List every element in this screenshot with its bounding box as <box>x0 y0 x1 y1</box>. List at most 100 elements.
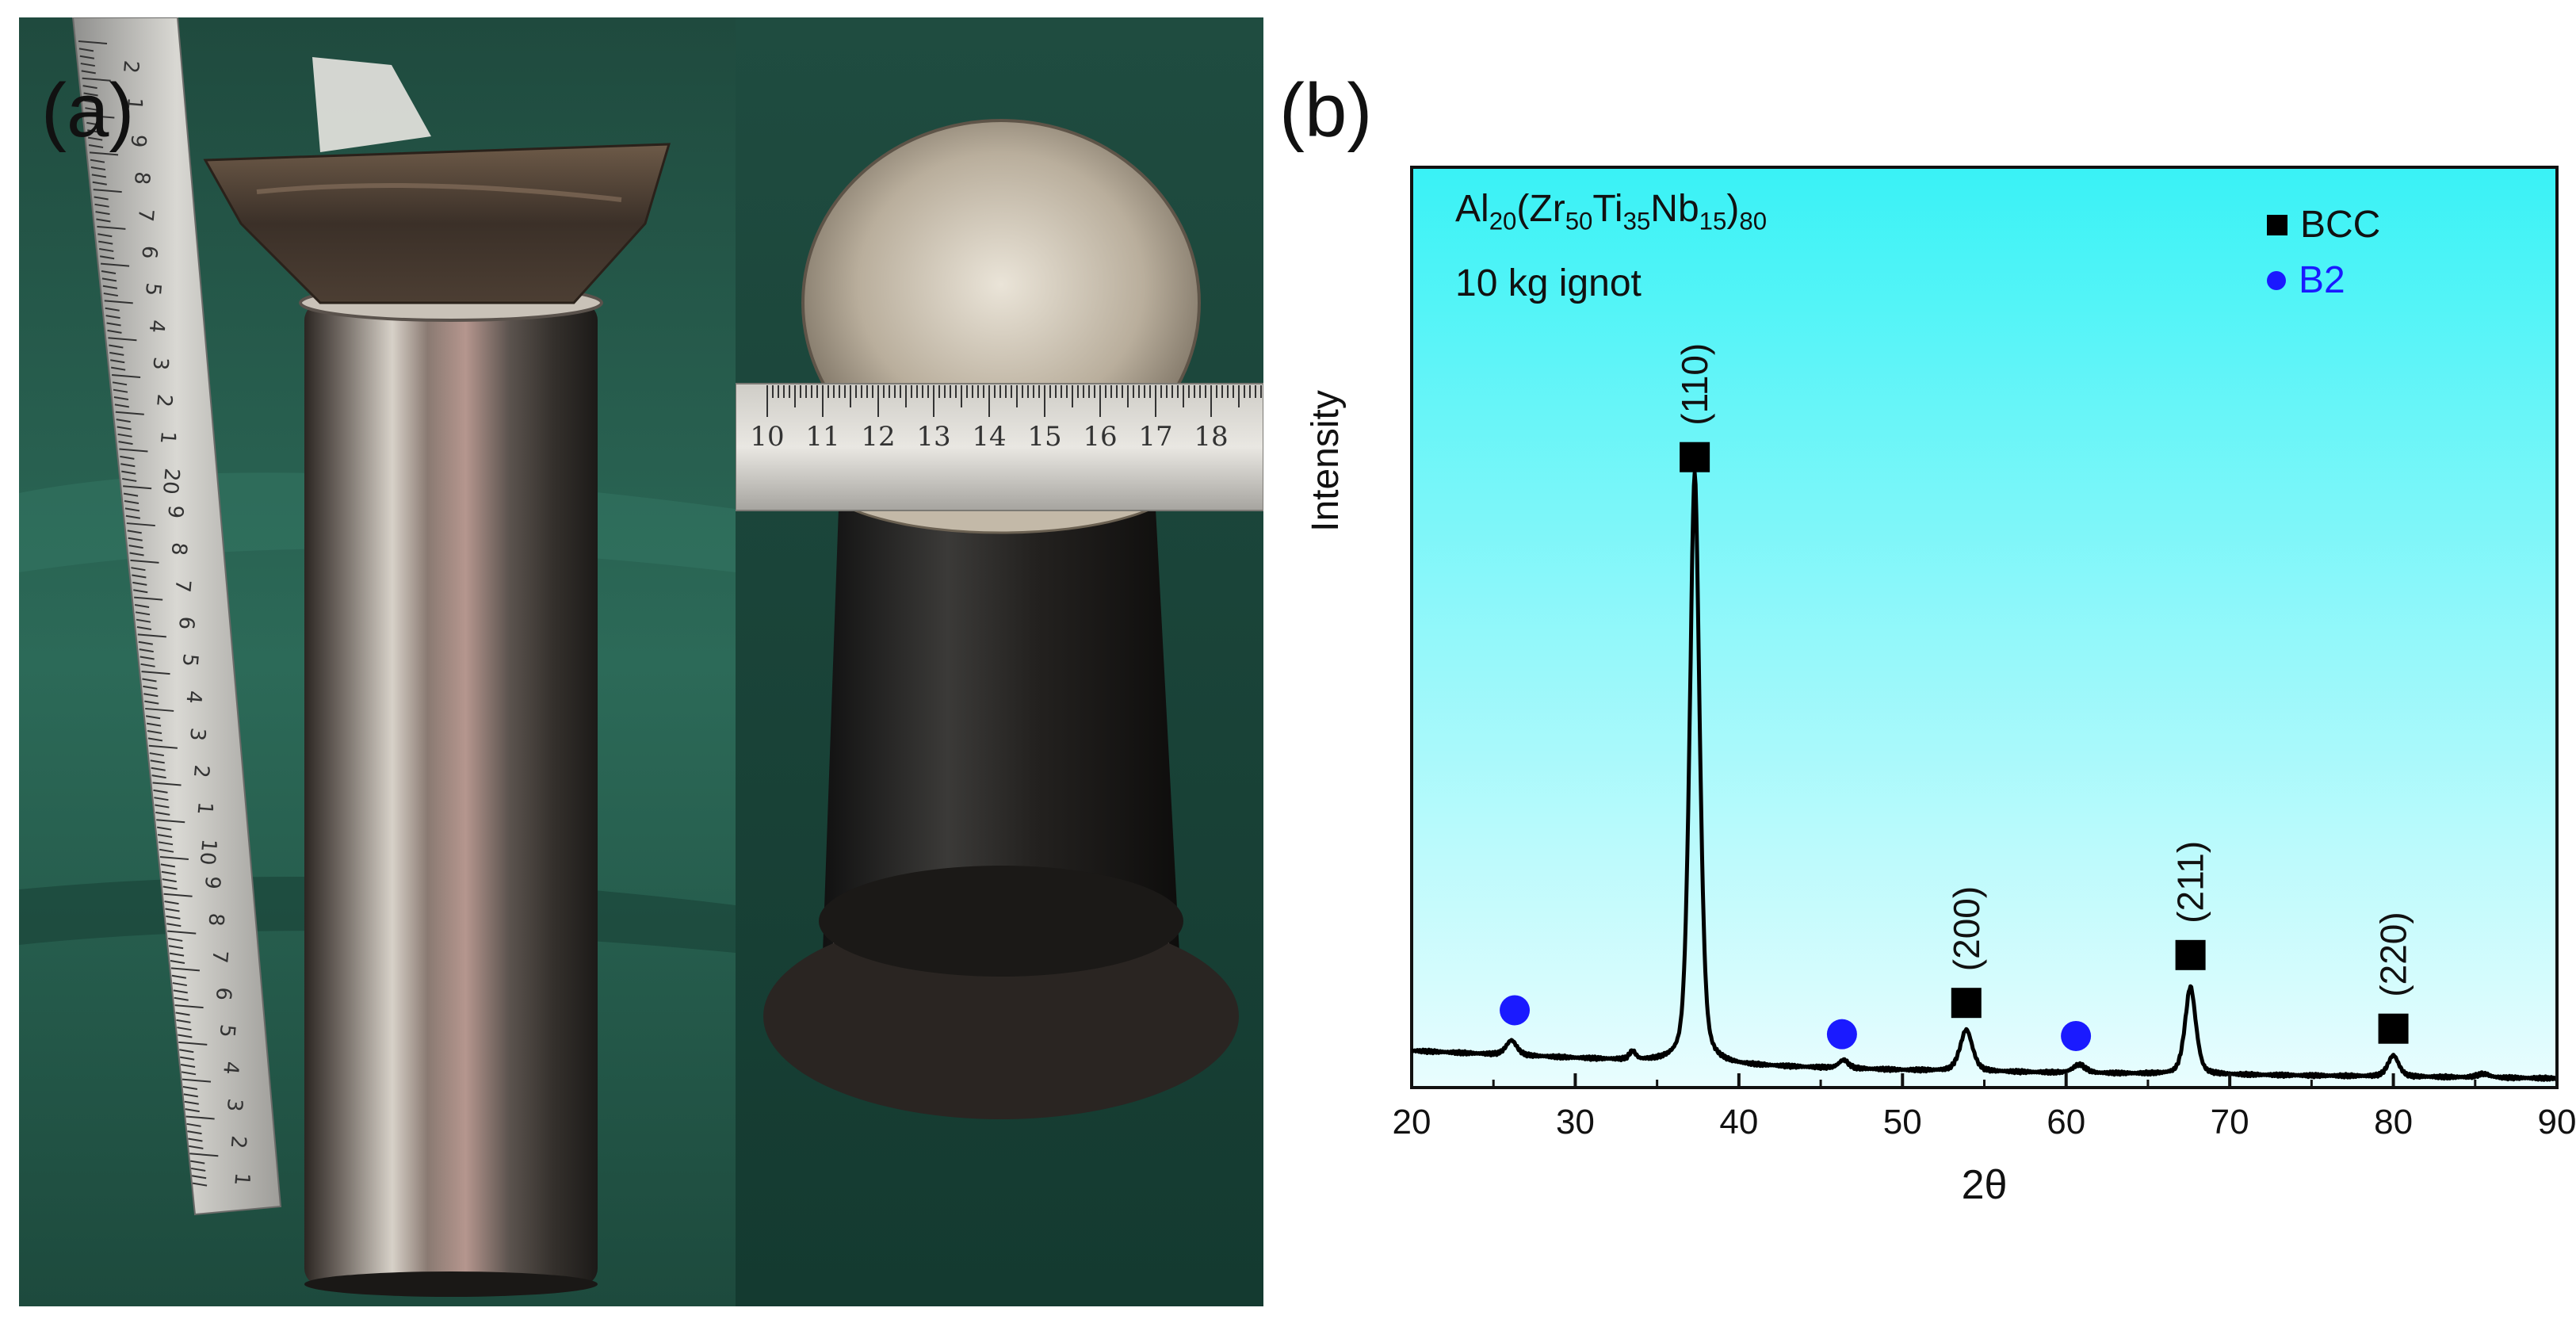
ruler-tick <box>123 492 139 497</box>
square-marker-icon <box>2267 214 2287 235</box>
ruler-label: 20 <box>158 467 184 495</box>
ruler-tick <box>117 433 132 438</box>
title-sub: 80 <box>1739 207 1768 235</box>
ruler-tick <box>122 477 137 482</box>
hkl-label: (211) <box>2170 841 2211 923</box>
ruler-tick <box>78 40 108 44</box>
x-axis: 20 30 40 50 60 70 80 90 <box>1393 1073 2576 1141</box>
title-part: (Zr <box>1516 188 1565 230</box>
ruler-tick <box>78 48 94 52</box>
ruler-label: 7 <box>207 949 231 964</box>
ruler-tick <box>167 930 197 935</box>
ruler-tick <box>175 1011 190 1016</box>
ruler-tick <box>124 500 140 504</box>
ruler-tick <box>126 522 155 527</box>
ruler-label: 9 <box>162 504 187 519</box>
ruler-tick <box>163 893 193 897</box>
ruler-tick <box>94 203 109 208</box>
ruler-tick <box>160 863 176 868</box>
ruler-tick <box>96 218 111 223</box>
ruler-label: 6 <box>174 615 198 630</box>
ruler-tick <box>116 419 131 423</box>
bcc-square-marker <box>2378 1013 2409 1044</box>
ruler-tick <box>103 293 118 297</box>
ruler-tick <box>100 262 130 267</box>
ruler-tick <box>124 507 140 512</box>
ruler-tick <box>147 737 163 742</box>
ruler-tick <box>178 1034 193 1038</box>
ruler-tick <box>164 900 179 905</box>
ruler-tick <box>159 856 189 861</box>
ruler-tick <box>136 626 152 631</box>
ruler-label: 3 <box>185 727 209 742</box>
ruler-tick <box>143 685 158 690</box>
ruler-tick <box>92 181 107 185</box>
ruler-tick <box>181 1071 197 1076</box>
ruler-tick <box>110 359 125 364</box>
ruler-tick <box>105 315 120 319</box>
ruler-tick <box>99 247 114 252</box>
ruler-label: 4 <box>144 319 169 334</box>
ruler-tick <box>151 774 166 779</box>
ruler-label: 7 <box>170 579 194 594</box>
ruler-tick <box>174 996 189 1001</box>
ruler-tick <box>185 1115 215 1120</box>
ruler-label: 2 <box>189 763 213 778</box>
y-axis-label: Intensity <box>1305 390 1347 532</box>
circle-marker-icon <box>2267 270 2286 290</box>
ruler-tick <box>159 848 174 853</box>
ruler-tick <box>97 233 113 238</box>
ruler-label: 5 <box>215 1023 239 1038</box>
title-part: Ti <box>1592 188 1623 230</box>
ruler-tick <box>170 967 201 972</box>
ruler-label: 5 <box>140 281 165 296</box>
legend-item-b2: B2 <box>2267 258 2345 302</box>
ruler-label: 10 <box>195 838 221 866</box>
ruler-tick <box>120 455 135 460</box>
ruler-tick <box>155 811 170 816</box>
ruler-label: 1 <box>192 801 216 816</box>
ruler-tick <box>179 1056 195 1061</box>
ruler-tick <box>87 136 103 141</box>
ruler-label: 3 <box>222 1097 247 1112</box>
ruler-tick <box>91 174 107 178</box>
ruler-label: 5 <box>178 652 202 667</box>
ruler-label: 10 <box>750 421 784 453</box>
ruler-tick <box>147 730 162 734</box>
legend-label-bcc: BCC <box>2300 204 2381 246</box>
ruler-tick <box>119 448 148 453</box>
ruler-tick <box>99 255 115 260</box>
ruler-label: 8 <box>166 541 191 556</box>
ruler-tick <box>177 1027 192 1031</box>
ruler-label: 11 <box>805 421 839 453</box>
ruler-label: 1 <box>122 97 147 112</box>
ruler-tick <box>86 121 101 126</box>
ruler-tick <box>137 633 166 638</box>
ruler-tick <box>153 789 168 793</box>
ruler-tick <box>121 470 136 475</box>
hkl-label: (200) <box>1946 886 1987 971</box>
ruler-tick <box>83 92 98 97</box>
xrd-chart: (110) (200) (211) (220) 20 30 40 50 60 70 80 90 2θ… <box>1305 166 2576 1208</box>
ruler-tick <box>112 373 141 378</box>
ruler-tick <box>141 671 170 675</box>
ruler-tick <box>165 908 180 912</box>
ruler-tick <box>88 143 104 148</box>
ruler-label: 2 <box>118 59 143 75</box>
ruler-tick <box>178 1041 208 1046</box>
ruler-tick <box>183 1093 199 1098</box>
ruler-tick <box>192 1182 208 1187</box>
ruler-tick <box>125 514 141 519</box>
ruler-tick <box>142 678 157 683</box>
legend-label-b2: B2 <box>2299 259 2345 301</box>
ruler-tick <box>154 797 169 801</box>
ruler-label: 17 <box>1138 421 1172 453</box>
ruler-tick <box>189 1145 204 1149</box>
ruler-tick <box>156 826 172 831</box>
ruler-tick <box>133 589 148 594</box>
ruler-tick <box>158 841 174 846</box>
ruler-label: 12 <box>861 421 895 453</box>
ruler-tick <box>86 114 115 119</box>
x-tick-label: 70 <box>2211 1103 2249 1141</box>
ruler-tick <box>145 707 174 712</box>
